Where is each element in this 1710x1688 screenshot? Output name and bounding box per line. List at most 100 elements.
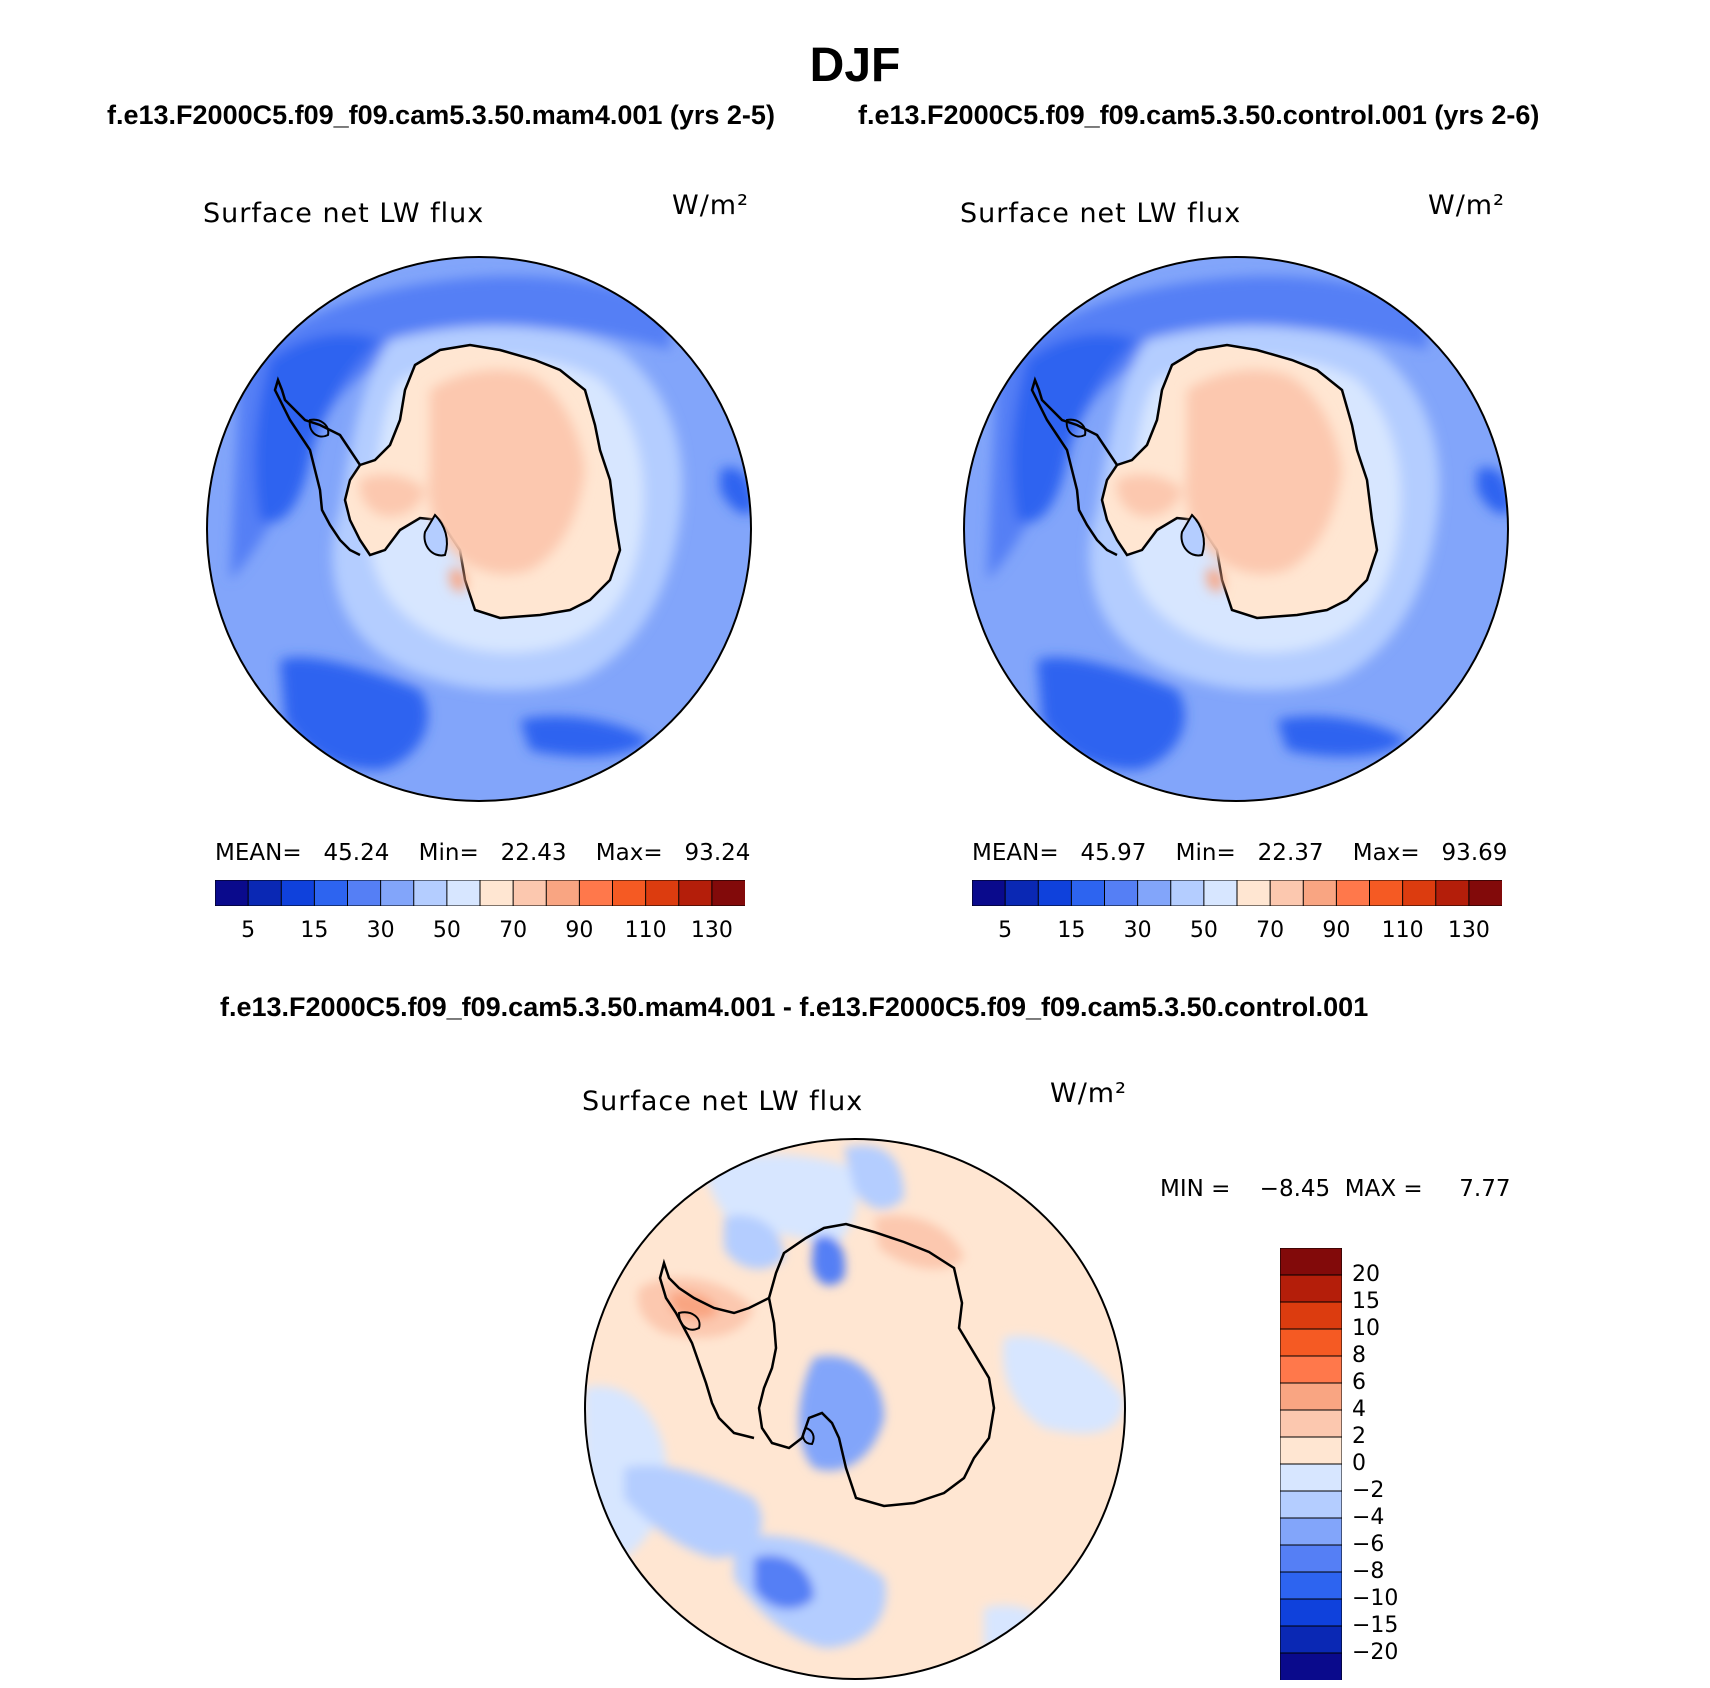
panel1-max-label: Max= [595,840,663,866]
colorbar-panel1-tick-label: 130 [690,918,733,943]
colorbar-difference-swatch [1279,1328,1343,1357]
colorbar-panel2-swatch [1203,879,1238,907]
colorbar-difference-swatch [1279,1652,1343,1681]
colorbar-difference-tick-label: 0 [1352,1451,1366,1476]
colorbar-difference-swatch [1279,1409,1343,1438]
colorbar-difference-tick-label: −6 [1352,1532,1385,1557]
diff-panel-variable: Surface net LW flux [582,1086,864,1117]
panel1-max-value: 93.24 [684,840,751,866]
map-panel-difference [584,1138,1126,1680]
panel2-min-value: 22.37 [1257,840,1324,866]
panel2-max-value: 93.69 [1441,840,1508,866]
diff-panel-units: W/m² [1050,1078,1127,1109]
colorbar-panel1-swatch [645,879,680,907]
colorbar-panel1-swatch [280,879,316,907]
colorbar-panel2-tick-label: 5 [998,918,1013,943]
panel1-units: W/m² [672,190,749,221]
colorbar-panel1-tick-label: 50 [432,918,461,943]
colorbar-panel2-swatch [1037,879,1073,907]
case-label-right: f.e13.F2000C5.f09_f09.cam5.3.50.control.… [858,100,1540,130]
colorbar-difference-tick-label: −2 [1352,1478,1385,1503]
map-panel-mam4 [206,256,752,802]
colorbar-panel2-swatch [1004,879,1040,907]
colorbar-panel2-swatch [1137,879,1172,907]
colorbar-difference-swatch [1279,1598,1343,1627]
colorbar-panel1-swatch [247,879,283,907]
colorbar-difference-tick-label: 2 [1352,1424,1366,1449]
diff-max-value: 7.77 [1459,1176,1511,1202]
colorbar-panel2-swatch [1402,879,1437,907]
colorbar-panel1-tick-label: 30 [366,918,395,943]
panel2-stats: MEAN= 45.97 Min= 22.37 Max= 93.69 [972,840,1507,866]
panel1-min-label: Min= [418,840,479,866]
colorbar-difference-tick-label: 4 [1352,1397,1366,1422]
colorbar-panel2-swatch [1302,879,1338,907]
case-label-left: f.e13.F2000C5.f09_f09.cam5.3.50.mam4.001… [107,100,775,130]
colorbar-difference-swatch [1279,1274,1343,1303]
diff-max-label: MAX = [1344,1176,1423,1202]
colorbar-difference-tick-label: 6 [1352,1370,1366,1395]
panel1-stats: MEAN= 45.24 Min= 22.43 Max= 93.24 [215,840,750,866]
colorbar-difference-tick-label: 20 [1352,1262,1380,1287]
colorbar-difference [1279,1247,1343,1681]
panel2-variable: Surface net LW flux [960,198,1242,229]
colorbar-panel2-swatch [1369,879,1404,907]
colorbar-panel2-swatch [1104,879,1139,907]
colorbar-panel2 [971,879,1503,907]
colorbar-panel2-tick-label: 70 [1256,918,1285,943]
panel1-mean-label: MEAN= [215,840,302,866]
panel1-min-value: 22.43 [500,840,567,866]
colorbar-panel1-swatch [512,879,548,907]
colorbar-difference-swatch [1279,1490,1343,1519]
colorbar-panel1-tick-label: 90 [565,918,594,943]
colorbar-difference-tick-label: 15 [1352,1289,1380,1314]
panel2-min-label: Min= [1175,840,1236,866]
colorbar-panel1-swatch [479,879,515,907]
colorbar-panel1-swatch [612,879,647,907]
diff-min-label: MIN = [1160,1176,1231,1202]
colorbar-panel1-swatch [711,879,746,907]
colorbar-difference-swatch [1279,1247,1343,1276]
colorbar-difference-tick-label: −20 [1352,1640,1399,1665]
colorbar-difference-tick-label: −8 [1352,1559,1385,1584]
colorbar-panel2-swatch [1070,879,1106,907]
colorbar-panel1-labels: 5 15 30 50 70 90 110 130 [215,914,745,944]
panel2-max-label: Max= [1352,840,1420,866]
colorbar-panel2-tick-label: 90 [1322,918,1351,943]
colorbar-difference-swatch [1279,1625,1343,1654]
figure-title: DJF [809,39,901,92]
colorbar-panel1-swatch [413,879,448,907]
panel2-units: W/m² [1428,190,1505,221]
colorbar-panel1-swatch [347,879,382,907]
colorbar-difference-labels: 20 15 10 8 6 4 2 0 −2 −4 −6 −8 −10 −15 −20 [1352,1248,1432,1680]
colorbar-panel2-swatch [1269,879,1305,907]
colorbar-difference-tick-label: −4 [1352,1505,1385,1530]
colorbar-difference-swatch [1279,1355,1343,1384]
diff-min-value: −8.45 [1259,1176,1331,1202]
colorbar-panel1-swatch [678,879,713,907]
colorbar-difference-swatch [1279,1571,1343,1600]
colorbar-difference-swatch [1279,1382,1343,1411]
colorbar-difference-swatch [1279,1544,1343,1573]
colorbar-panel1-tick-label: 70 [499,918,528,943]
colorbar-panel2-labels: 5 15 30 50 70 90 110 130 [972,914,1502,944]
colorbar-difference-swatch [1279,1517,1343,1546]
colorbar-panel2-tick-label: 130 [1447,918,1490,943]
colorbar-panel2-swatch [971,879,1007,907]
colorbar-panel1-swatch [214,879,250,907]
colorbar-panel1-swatch [578,879,614,907]
colorbar-panel2-tick-label: 30 [1123,918,1152,943]
colorbar-panel1-tick-label: 5 [241,918,256,943]
colorbar-difference-tick-label: −15 [1352,1613,1399,1638]
colorbar-panel2-swatch [1435,879,1470,907]
colorbar-panel2-tick-label: 15 [1057,918,1086,943]
colorbar-panel2-swatch [1335,879,1371,907]
difference-title: f.e13.F2000C5.f09_f09.cam5.3.50.mam4.001… [220,992,1369,1022]
colorbar-panel1-swatch [545,879,581,907]
panel1-variable: Surface net LW flux [203,198,485,229]
colorbar-difference-tick-label: −10 [1352,1586,1399,1611]
colorbar-difference-swatch [1279,1463,1343,1492]
colorbar-panel1-tick-label: 15 [300,918,329,943]
diff-stats: MIN = −8.45 MAX = 7.77 [1160,1176,1510,1202]
colorbar-difference-swatch [1279,1301,1343,1330]
